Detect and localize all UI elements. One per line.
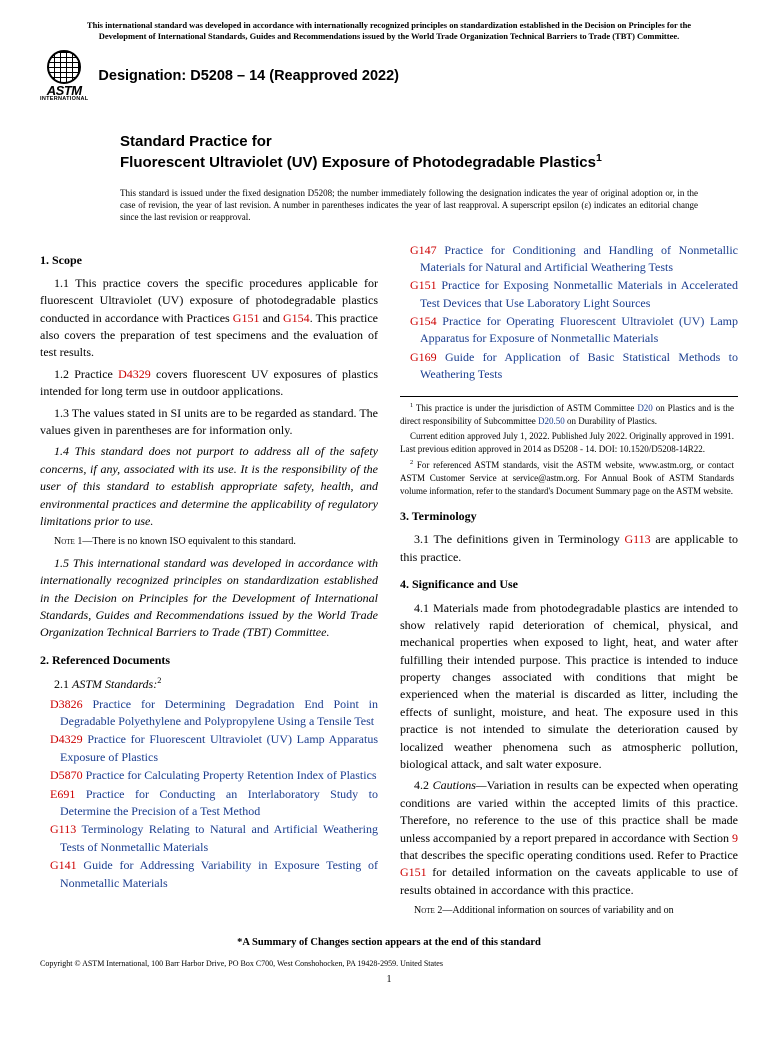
link-g151-b[interactable]: G151 [400,865,427,879]
reference-item[interactable]: D3826 Practice for Determining Degradati… [50,696,378,731]
astm-logo: ASTM INTERNATIONAL [40,50,88,103]
section-2-title: 2. Referenced Documents [40,652,378,669]
designation-text: Designation: D5208 – 14 (Reapproved 2022… [98,66,399,87]
reference-title: Practice for Determining Degradation End… [60,697,378,728]
reference-item[interactable]: G151 Practice for Exposing Nonmetallic M… [410,277,738,312]
para-1-3: 1.3 The values stated in SI units are to… [40,405,378,440]
link-section-9[interactable]: 9 [732,831,738,845]
para-4-2: 4.2 Cautions—Variation in results can be… [400,777,738,899]
designation-row: ASTM INTERNATIONAL Designation: D5208 – … [40,50,738,103]
para-1-5: 1.5 This international standard was deve… [40,555,378,642]
footnotes: 1 This practice is under the jurisdictio… [400,396,738,498]
para-1-2: 1.2 Practice D4329 covers fluorescent UV… [40,366,378,401]
note-1: Note 1—There is no known ISO equivalent … [40,535,378,550]
reference-code: G154 [410,314,437,328]
reference-code: G169 [410,350,437,364]
logo-sub: INTERNATIONAL [40,97,88,103]
section-4-title: 4. Significance and Use [400,576,738,593]
body-columns: 1. Scope 1.1 This practice covers the sp… [40,242,738,919]
note-2: Note 2—Additional information on sources… [400,904,738,919]
reference-title: Practice for Operating Fluorescent Ultra… [420,314,738,345]
reference-title: Practice for Exposing Nonmetallic Materi… [420,278,738,309]
reference-title: Guide for Application of Basic Statistic… [420,350,738,381]
footnote-1-edition: Current edition approved July 1, 2022. P… [400,430,734,456]
para-1-1: 1.1 This practice covers the specific pr… [40,275,378,362]
title-prefix: Standard Practice for [120,131,738,153]
reference-title: Practice for Conditioning and Handling o… [420,243,738,274]
reference-item[interactable]: G141 Guide for Addressing Variability in… [50,857,378,892]
reference-item[interactable]: D5870 Practice for Calculating Property … [50,767,378,784]
title-main-text: Fluorescent Ultraviolet (UV) Exposure of… [120,154,596,171]
para-4-1: 4.1 Materials made from photodegradable … [400,600,738,774]
reference-item[interactable]: G147 Practice for Conditioning and Handl… [410,242,738,277]
reference-title: Terminology Relating to Natural and Arti… [60,822,378,853]
globe-icon [47,50,81,84]
reference-item[interactable]: G154 Practice for Operating Fluorescent … [410,313,738,348]
issue-note: This standard is issued under the fixed … [120,187,698,223]
reference-title: Practice for Fluorescent Ultraviolet (UV… [60,732,378,763]
reference-code: D3826 [50,697,83,711]
reference-code: D5870 [50,768,83,782]
reference-code: G151 [410,278,437,292]
para-1-4: 1.4 This standard does not purport to ad… [40,443,378,530]
footnote-2: 2 For referenced ASTM standards, visit t… [400,458,734,498]
reference-code: G141 [50,858,77,872]
page-number: 1 [40,973,738,988]
reference-code: G147 [410,243,437,257]
section-3-title: 3. Terminology [400,508,738,525]
title-block: Standard Practice for Fluorescent Ultrav… [120,131,738,174]
reference-title: Guide for Addressing Variability in Expo… [60,858,378,889]
link-g151[interactable]: G151 [233,311,260,325]
reference-code: E691 [50,787,75,801]
link-d4329[interactable]: D4329 [118,367,151,381]
reference-title: Practice for Calculating Property Retent… [83,768,377,782]
header-notice: This international standard was develope… [40,20,738,42]
para-3-1: 3.1 The definitions given in Terminology… [400,531,738,566]
summary-note: *A Summary of Changes section appears at… [40,935,738,950]
footnote-1: 1 This practice is under the jurisdictio… [400,401,734,428]
title-main: Fluorescent Ultraviolet (UV) Exposure of… [120,152,738,173]
reference-item[interactable]: E691 Practice for Conducting an Interlab… [50,786,378,821]
link-d20[interactable]: D20 [637,403,653,413]
subsec-2-1: 2.1 ASTM Standards:2 [40,675,378,693]
reference-code: G113 [50,822,76,836]
reference-code: D4329 [50,732,83,746]
reference-title: Practice for Conducting an Interlaborato… [60,787,378,818]
link-g113[interactable]: G113 [624,532,650,546]
section-1-title: 1. Scope [40,252,378,269]
link-d20-50[interactable]: D20.50 [538,416,565,426]
reference-item[interactable]: G113 Terminology Relating to Natural and… [50,821,378,856]
reference-item[interactable]: D4329 Practice for Fluorescent Ultraviol… [50,731,378,766]
reference-item[interactable]: G169 Guide for Application of Basic Stat… [410,349,738,384]
copyright: Copyright © ASTM International, 100 Barr… [40,958,738,970]
title-superscript: 1 [596,152,602,164]
link-g154[interactable]: G154 [283,311,310,325]
